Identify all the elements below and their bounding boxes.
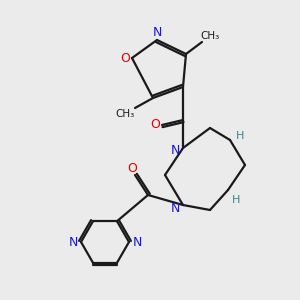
Text: N: N bbox=[170, 202, 180, 215]
Text: N: N bbox=[68, 236, 78, 248]
Text: N: N bbox=[132, 236, 142, 248]
Text: O: O bbox=[127, 161, 137, 175]
Text: O: O bbox=[120, 52, 130, 65]
Text: H: H bbox=[236, 131, 244, 141]
Text: N: N bbox=[170, 143, 180, 157]
Text: O: O bbox=[150, 118, 160, 131]
Text: N: N bbox=[152, 26, 162, 38]
Text: CH₃: CH₃ bbox=[116, 109, 135, 119]
Text: CH₃: CH₃ bbox=[200, 31, 220, 41]
Text: H: H bbox=[232, 195, 240, 205]
